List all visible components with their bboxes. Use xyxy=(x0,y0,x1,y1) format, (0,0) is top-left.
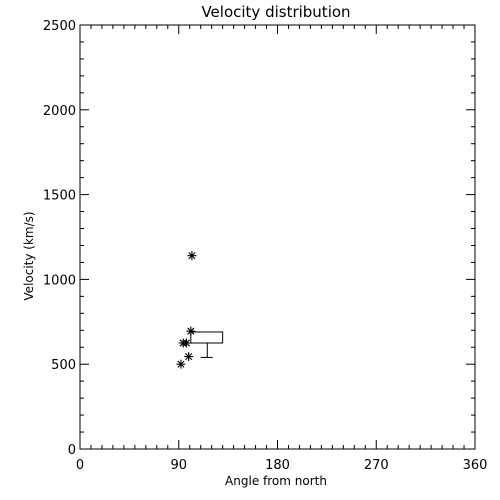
y-axis-label: Velocity (km/s) xyxy=(22,211,36,300)
plot-frame xyxy=(79,24,476,450)
y-tick-label: 1000 xyxy=(43,273,76,288)
x-tick-label: 360 xyxy=(463,458,488,473)
data-points xyxy=(176,251,197,369)
y-tick-label: 2000 xyxy=(43,104,76,119)
data-point xyxy=(176,359,186,369)
x-tick-label: 180 xyxy=(265,458,290,473)
chart-title: Velocity distribution xyxy=(201,3,350,21)
y-tick-labels: 0 500 1000 1500 2000 2500 xyxy=(43,19,76,458)
data-point xyxy=(187,251,197,261)
data-point xyxy=(186,326,196,336)
data-point xyxy=(181,338,191,348)
y-tick-label: 500 xyxy=(51,358,76,373)
y-tick-label: 2500 xyxy=(43,19,76,34)
x-tick-label: 90 xyxy=(170,458,187,473)
box-plot xyxy=(190,331,224,358)
x-axis-label: Angle from north xyxy=(225,474,327,488)
data-point xyxy=(184,352,194,362)
box-rect xyxy=(190,331,224,344)
x-tick-labels: 0 90 180 270 360 xyxy=(76,458,488,473)
x-tick-label: 0 xyxy=(76,458,84,473)
x-tick-label: 270 xyxy=(364,458,389,473)
y-tick-label: 0 xyxy=(68,443,76,458)
axis-ticks xyxy=(79,24,476,450)
y-tick-label: 1500 xyxy=(43,189,76,204)
